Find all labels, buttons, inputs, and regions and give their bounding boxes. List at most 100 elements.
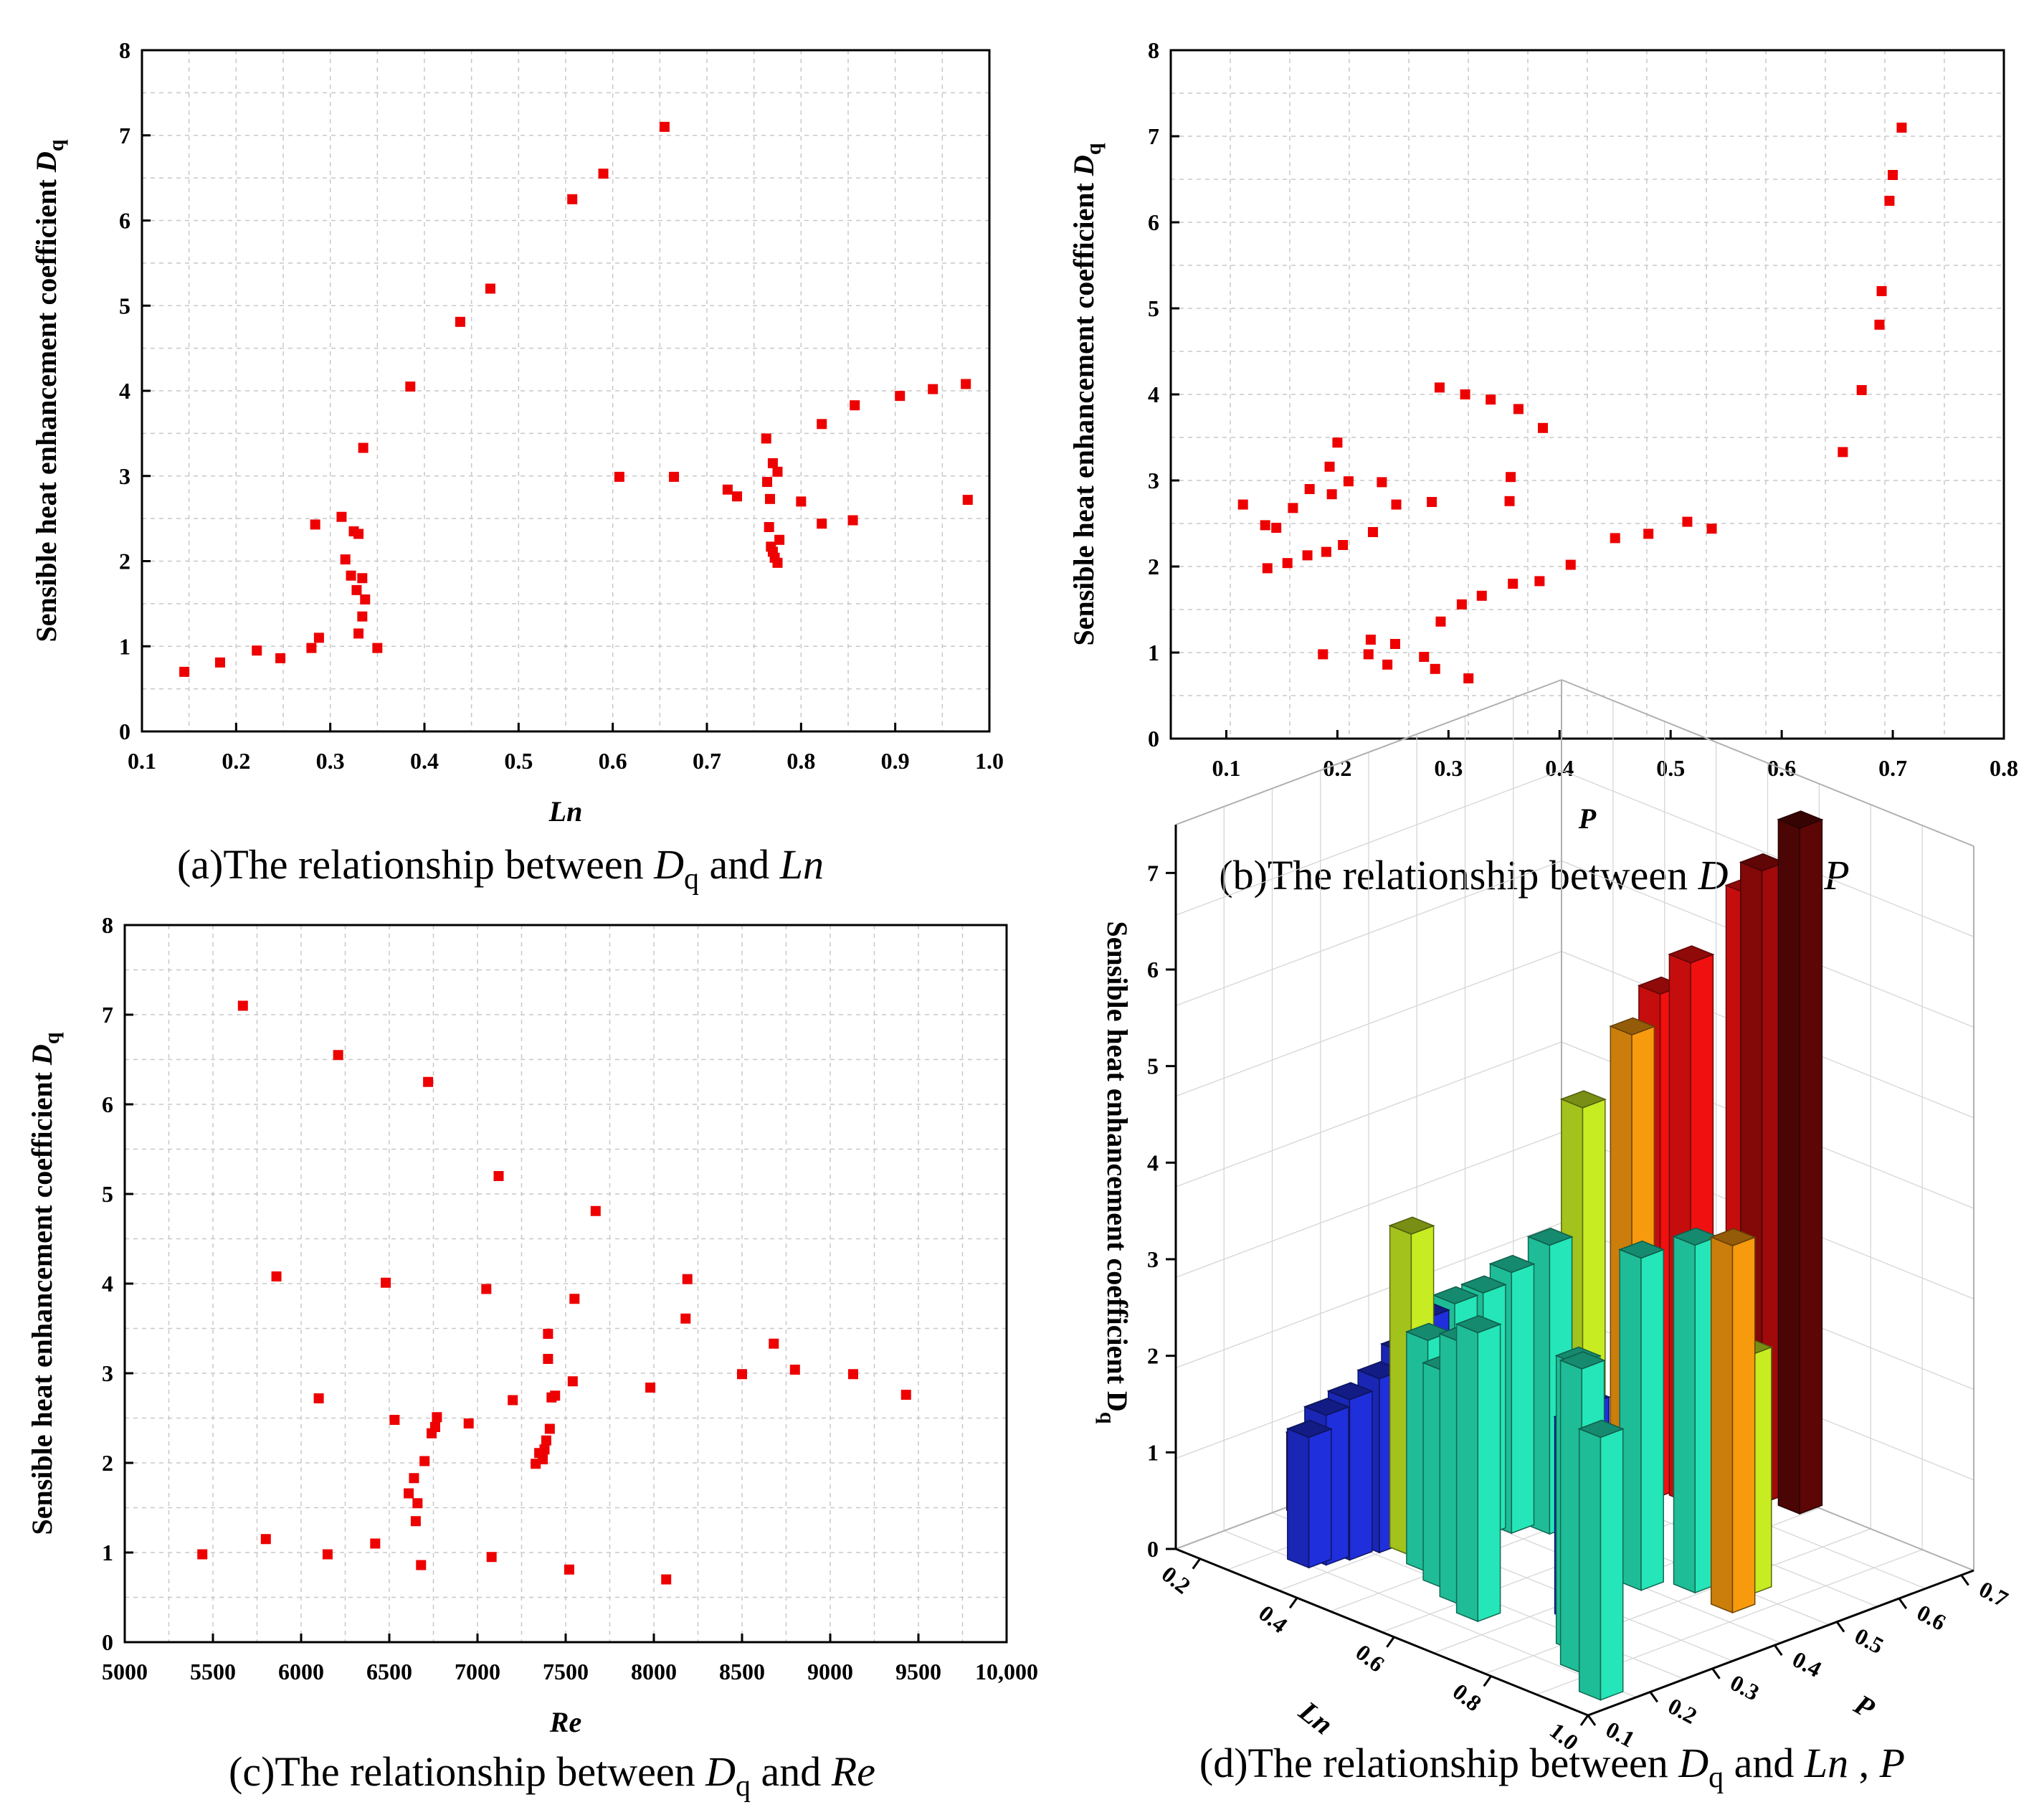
bar-face-top — [1668, 945, 1715, 964]
p-tick — [1774, 1644, 1783, 1657]
data-point — [1377, 477, 1387, 488]
box-edge — [1561, 679, 1974, 847]
data-point — [237, 1000, 248, 1011]
y-axis-label-text: Sensible heat enhancement coefficient — [1068, 176, 1100, 645]
y-axis-label-text: Sensible heat enhancement coefficient — [26, 1065, 58, 1535]
data-point — [416, 1560, 427, 1570]
bars-3d — [1285, 810, 1824, 1701]
x-tick-label: 0.7 — [693, 748, 721, 774]
y-tick-label: 4 — [1148, 381, 1159, 407]
data-point — [598, 169, 609, 179]
data-point — [1538, 422, 1549, 433]
z-tick-label: 2 — [1147, 1343, 1159, 1369]
bar-face-left — [1710, 1236, 1734, 1614]
axis-line-3d — [1175, 1548, 1589, 1717]
data-point — [336, 511, 347, 522]
bar-face-top — [1709, 1228, 1757, 1247]
p-tick — [1898, 1598, 1908, 1609]
data-point — [1288, 503, 1298, 513]
x-tick-label: 0.1 — [128, 748, 156, 774]
data-point — [1463, 673, 1474, 683]
data-point — [543, 1354, 553, 1364]
data-point — [1884, 196, 1895, 206]
p-tick-label: 0.5 — [1850, 1623, 1888, 1659]
data-point — [481, 1284, 492, 1294]
y-tick-label: 6 — [1148, 209, 1159, 235]
data-point — [423, 1076, 434, 1087]
data-point — [669, 471, 680, 482]
y-tick-label: 8 — [119, 37, 130, 63]
data-point — [962, 495, 973, 505]
data-point — [313, 632, 324, 643]
bar-3d — [1455, 1314, 1502, 1623]
data-point — [1876, 286, 1887, 296]
bar-face-top — [1285, 1419, 1333, 1439]
bar-3d — [1709, 1228, 1757, 1614]
data-point — [1460, 389, 1470, 399]
data-point — [1506, 472, 1516, 483]
data-points — [1237, 123, 1907, 683]
p-axis-label: P — [1848, 1687, 1881, 1725]
data-point — [1282, 558, 1293, 569]
data-point — [847, 1369, 858, 1380]
data-point — [1318, 649, 1329, 660]
data-point — [764, 493, 775, 504]
x-tick-label: 0.5 — [504, 748, 533, 774]
data-point — [493, 1171, 504, 1181]
x-tick-label: 0.3 — [316, 748, 345, 774]
x-tick-label: 0.8 — [1990, 755, 2018, 781]
data-point — [767, 458, 778, 468]
bar-face-top — [1559, 1351, 1606, 1370]
p-tick-label: 0.2 — [1664, 1692, 1701, 1729]
data-point — [1430, 663, 1440, 674]
data-point — [1260, 520, 1270, 531]
bar-face-right — [1511, 1263, 1535, 1535]
data-point — [333, 1050, 343, 1061]
y-tick-label: 7 — [102, 1002, 113, 1028]
x-tick-label: 9000 — [807, 1659, 853, 1684]
y-tick-label: 0 — [102, 1629, 113, 1655]
caption-subscript: q — [1708, 1761, 1724, 1794]
data-point — [372, 643, 383, 653]
data-point — [1534, 576, 1545, 587]
y-tick-label: 2 — [102, 1450, 113, 1476]
data-point — [306, 643, 317, 653]
x-tick-label: 8000 — [631, 1659, 677, 1684]
data-point — [370, 1538, 381, 1549]
x-tick-label: 1.0 — [975, 748, 1004, 774]
data-point — [900, 1390, 911, 1400]
y-tick-label: 1 — [102, 1540, 113, 1565]
data-point — [737, 1369, 747, 1380]
z-tick-label: 1 — [1147, 1439, 1159, 1465]
p-tick — [1711, 1667, 1721, 1679]
caption-variable: P — [1823, 852, 1849, 899]
y-tick-label: 5 — [102, 1181, 113, 1207]
caption-text: (a)The relationship between — [177, 841, 654, 888]
data-point — [1456, 599, 1467, 610]
bar-3d — [1777, 810, 1824, 1515]
y-axis-label-subscript: q — [1082, 143, 1106, 155]
bar-face-left — [1287, 1428, 1310, 1569]
caption-variable: Re — [831, 1748, 875, 1795]
data-point — [796, 496, 807, 507]
p-tick — [1587, 1715, 1597, 1726]
bar-face-top — [1618, 1240, 1665, 1259]
bar-face-left — [1578, 1428, 1602, 1701]
data-point — [847, 515, 858, 526]
x-tick-label: 0.2 — [222, 748, 250, 774]
p-tick-label: 0.4 — [1788, 1646, 1825, 1682]
bar-face-right — [1308, 1428, 1332, 1569]
data-point — [590, 1205, 601, 1216]
data-point — [1326, 489, 1337, 500]
grid-lines — [1171, 50, 2004, 739]
ln-tick-label: 0.2 — [1157, 1560, 1196, 1598]
data-point — [1888, 170, 1898, 180]
p-tick-label: 0.3 — [1726, 1669, 1764, 1706]
y-axis-label-symbol: D — [26, 1044, 58, 1066]
panel-c-scatter-dq-vs-re: 5000 5500 6000 6500 7000 7500 8000 8500 9000 9500… — [26, 912, 1038, 1803]
ln-axis-label: Ln — [1293, 1695, 1339, 1741]
data-point — [485, 283, 495, 294]
ln-tick-label: 0.8 — [1448, 1678, 1487, 1716]
panel-caption: (c)The relationship between Dq and Re — [229, 1748, 875, 1803]
ln-tick-label: 0.6 — [1351, 1639, 1389, 1677]
